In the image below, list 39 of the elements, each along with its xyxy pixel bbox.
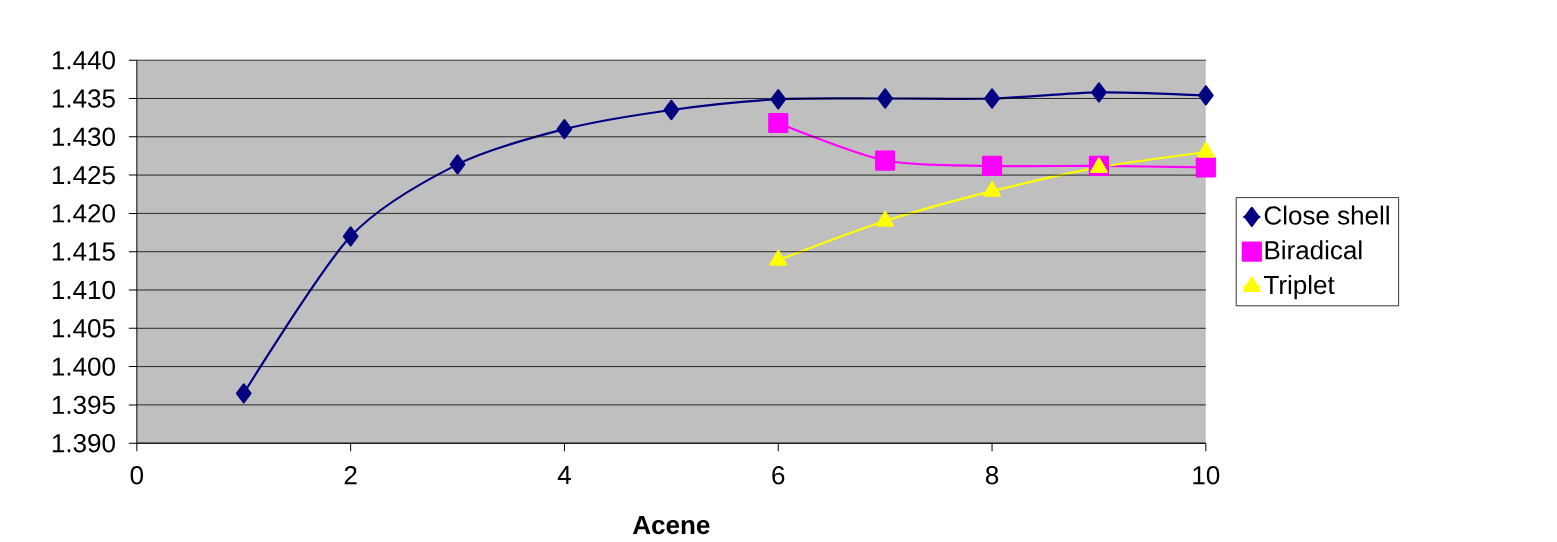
y-tick-label: 1.410 — [52, 280, 115, 300]
y-tick-label: 1.415 — [52, 242, 115, 261]
y-tick-label: 1.390 — [52, 433, 115, 453]
point — [342, 226, 359, 247]
y-tick-label: 1.425 — [52, 165, 115, 185]
point — [1195, 157, 1216, 178]
y-tick-label: 1.430 — [52, 127, 115, 146]
point — [449, 154, 466, 175]
x-tick-label: 0 — [130, 466, 144, 485]
point — [556, 119, 573, 140]
y-tick-label: 1.405 — [52, 319, 115, 338]
point — [663, 99, 680, 121]
x-tick-label: 4 — [557, 466, 571, 484]
legend-label: Triplet — [1264, 275, 1335, 300]
point — [877, 88, 893, 109]
point — [768, 112, 789, 134]
point — [984, 88, 1000, 109]
point — [1197, 85, 1214, 106]
y-tick-label: 1.435 — [52, 89, 115, 108]
x-tick-label: 2 — [344, 466, 357, 485]
y-tick-label: 1.400 — [52, 357, 115, 376]
point — [1196, 142, 1215, 158]
point — [983, 181, 1001, 197]
y-tick-label: 1.395 — [52, 395, 115, 415]
point — [875, 150, 896, 171]
x-tick-label: 10 — [1193, 466, 1220, 485]
legend-label: Close shell — [1264, 205, 1389, 225]
point — [235, 383, 252, 404]
point — [1091, 82, 1107, 103]
point — [770, 89, 787, 110]
y-tick-label: 1.420 — [52, 204, 115, 223]
x-axis-title: Acene — [632, 515, 710, 535]
point — [876, 210, 895, 227]
x-tick-label: 8 — [985, 466, 999, 485]
legend-label: Biradical — [1265, 240, 1362, 260]
x-tick-label: 6 — [772, 466, 785, 485]
y-tick-label: 1.440 — [52, 50, 115, 70]
point — [981, 155, 1003, 176]
point — [769, 250, 788, 266]
